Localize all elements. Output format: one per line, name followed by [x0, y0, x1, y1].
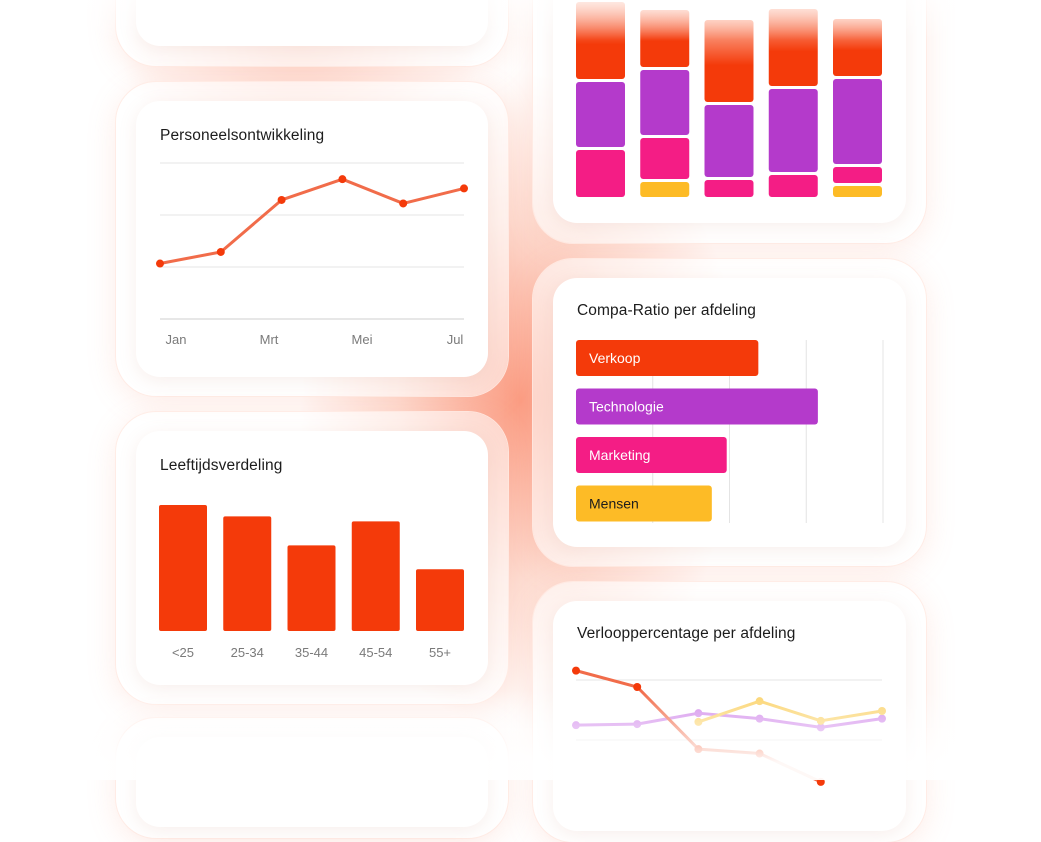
- x-tick-label: <25: [172, 645, 194, 660]
- data-point: [156, 259, 164, 268]
- stacked-bar-segment: [640, 182, 690, 197]
- data-point: [694, 709, 703, 718]
- data-point: [694, 745, 703, 754]
- card-compa-ratio: Compa-Ratio per afdeling Verkoop Technolo…: [553, 278, 906, 547]
- data-point: [460, 184, 468, 193]
- card-stacked-bars: [553, 0, 906, 223]
- hbar: [576, 388, 818, 425]
- hbar: [576, 485, 712, 522]
- x-tick-label: 35-44: [295, 645, 328, 660]
- series-line: [575, 669, 822, 784]
- stacked-bar-chart: [576, 2, 882, 197]
- data-point: [878, 707, 886, 715]
- x-tick-label: Jul: [447, 332, 464, 347]
- hbar-label: Mensen: [589, 496, 639, 512]
- stacked-bar-segment: [833, 186, 882, 197]
- hbar: [576, 340, 759, 376]
- x-tick-label: 55+: [429, 645, 451, 660]
- x-tick-label: Jan: [166, 332, 187, 347]
- stacked-bar-segment: [768, 89, 818, 172]
- card-leeftijdsverdeling: Leeftijdsverdeling <25 25-34 35-44 45-54 55+: [136, 431, 488, 685]
- hbar: [576, 437, 727, 473]
- card-bottom-left-partial: [136, 737, 488, 827]
- bar: [416, 569, 464, 631]
- stacked-bar-segment: [833, 19, 882, 76]
- stacked-bar-segment: [704, 180, 754, 197]
- data-point: [338, 175, 347, 184]
- series-line: [697, 699, 883, 724]
- stacked-bar-segment: [768, 9, 818, 86]
- stacked-bar-segment: [768, 175, 818, 197]
- hbar-label: Technologie: [589, 399, 664, 415]
- x-tick-label: 25-34: [231, 645, 264, 660]
- x-tick-label: 45-54: [359, 645, 392, 660]
- bar: [159, 505, 207, 631]
- stacked-bar-segment: [576, 2, 625, 79]
- line-chart-personeelsontwikkeling: Jan Mrt Mei Jul: [156, 162, 468, 347]
- bar-chart-leeftijdsverdeling: <25 25-34 35-44 45-54 55+: [159, 505, 464, 660]
- card-verloop: Verlooppercentage per afdeling: [553, 601, 906, 831]
- stacked-bar-segment: [640, 10, 690, 67]
- data-point: [633, 683, 642, 691]
- chart-title: Verlooppercentage per afdeling: [577, 625, 796, 642]
- stacked-bar-segment: [640, 138, 690, 179]
- chart-title: Personeelsontwikkeling: [160, 127, 325, 144]
- x-tick-label: Mei: [352, 332, 373, 347]
- data-point: [572, 666, 580, 675]
- bar: [287, 545, 336, 631]
- hbar-chart-compa-ratio: Verkoop Technologie Marketing Mensen: [576, 340, 884, 523]
- data-point: [816, 777, 825, 786]
- data-point: [277, 195, 286, 204]
- stacked-bar-segment: [704, 105, 754, 177]
- stacked-bar-segment: [833, 79, 882, 164]
- chart-title: Compa-Ratio per afdeling: [577, 302, 757, 319]
- line-chart-verloop: [572, 666, 886, 786]
- stacked-bar-segment: [576, 150, 625, 197]
- data-point: [572, 721, 580, 730]
- data-point: [399, 199, 408, 208]
- data-point: [633, 720, 642, 729]
- data-point: [694, 717, 703, 726]
- hbar-label: Marketing: [589, 447, 650, 463]
- chart-title: Leeftijdsverdeling: [160, 457, 283, 474]
- stacked-bar-segment: [704, 20, 754, 102]
- stacked-bar-segment: [833, 167, 882, 183]
- data-point: [216, 247, 225, 256]
- series-line: [575, 711, 883, 729]
- data-point: [816, 716, 825, 725]
- data-point: [755, 697, 764, 706]
- x-tick-label: Mrt: [260, 332, 279, 347]
- card-top-left-partial: [136, 0, 488, 46]
- hbar-label: Verkoop: [589, 350, 641, 366]
- data-point: [755, 714, 764, 723]
- stacked-bar-segment: [576, 82, 625, 147]
- bar: [351, 521, 400, 631]
- series-line: [158, 177, 466, 266]
- stacked-bar-segment: [640, 70, 690, 135]
- data-point: [878, 714, 886, 723]
- data-point: [755, 749, 764, 758]
- card-personeelsontwikkeling: Personeelsontwikkeling Jan Mrt Mei Jul: [136, 101, 488, 377]
- bar: [223, 516, 272, 631]
